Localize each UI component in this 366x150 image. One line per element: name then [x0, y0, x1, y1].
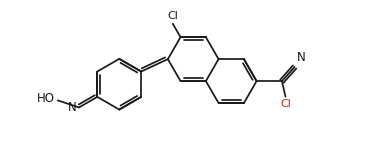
Text: Cl: Cl — [280, 99, 291, 109]
Text: N: N — [297, 51, 306, 64]
Text: N: N — [67, 101, 76, 114]
Text: Cl: Cl — [167, 11, 178, 21]
Text: HO: HO — [37, 93, 55, 105]
